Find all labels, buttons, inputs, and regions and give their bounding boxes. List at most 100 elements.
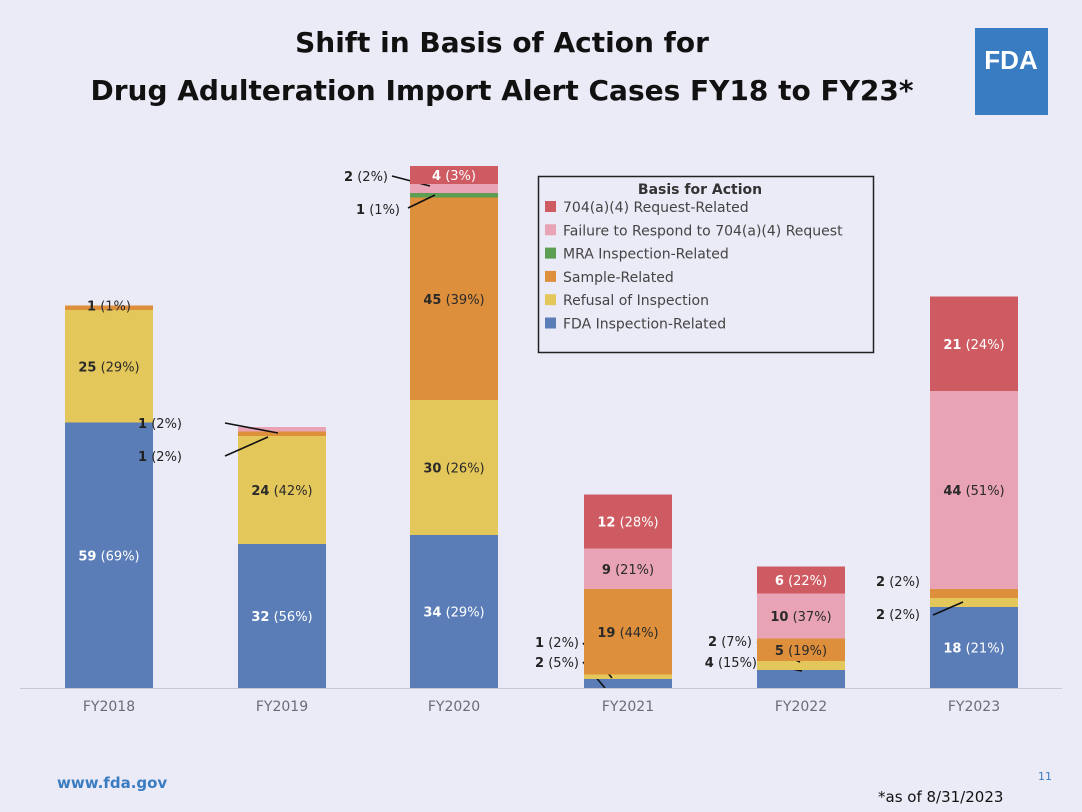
legend-item: Failure to Respond to 704(a)(4) Request [545, 223, 843, 239]
leader-line [224, 436, 269, 457]
data-label: 6 (22%) [775, 574, 827, 589]
data-label: 21 (24%) [943, 338, 1004, 353]
footnote: *as of 8/31/2023 [878, 788, 1003, 806]
bar-segment [65, 422, 153, 688]
value-count: 30 [423, 462, 441, 477]
value-count: 21 [943, 338, 961, 353]
data-label: 59 (69%) [78, 549, 139, 564]
legend-swatch [545, 270, 556, 282]
x-tick-label: FY2021 [602, 699, 654, 715]
bar-segment [410, 184, 498, 193]
value-pct: (44%) [615, 626, 658, 641]
data-label: 1 (2%) [138, 417, 182, 432]
value-count: 59 [78, 549, 96, 564]
value-pct: (51%) [961, 484, 1004, 499]
value-pct: (56%) [269, 610, 312, 625]
value-count: 12 [597, 516, 615, 531]
data-label: 32 (56%) [251, 610, 312, 625]
data-label: 2 (2%) [876, 575, 920, 590]
value-pct: (2%) [147, 450, 182, 465]
legend-label: Refusal of Inspection [563, 293, 709, 309]
value-pct: (26%) [441, 462, 484, 477]
value-count: 4 [432, 169, 441, 184]
bar-stack-FY2019: 32 (56%)24 (42%)1 (2%)1 (2%) [138, 417, 326, 688]
value-count: 9 [602, 563, 611, 578]
value-count: 1 [356, 203, 365, 218]
value-count: 2 [708, 635, 717, 650]
data-label: 2 (5%) [535, 656, 579, 671]
title-line-2: Drug Adulteration Import Alert Cases FY1… [90, 74, 913, 107]
bar-segment [410, 400, 498, 535]
legend-title: Basis for Action [638, 182, 762, 198]
value-count: 19 [597, 626, 615, 641]
value-pct: (69%) [96, 549, 139, 564]
value-pct: (29%) [96, 360, 139, 375]
data-label: 10 (37%) [770, 610, 831, 625]
data-label: 45 (39%) [423, 293, 484, 308]
bar-segment [930, 589, 1018, 598]
page-number: 11 [1038, 770, 1052, 783]
bar-segment [65, 305, 153, 310]
value-count: 2 [344, 170, 353, 185]
bar-stack-FY2020: 34 (29%) 30 (26%) 45 (39%) 1 (1%) 2 (2%) 4 (3… [344, 166, 498, 688]
bar-segment [930, 296, 1018, 391]
data-label: 2 (7%) [708, 635, 752, 650]
data-label: 4 (3%) [432, 169, 476, 184]
legend: Basis for Action 704(a)(4) Request-Relat… [537, 175, 875, 354]
value-pct: (42%) [269, 484, 312, 499]
value-count: 5 [775, 644, 784, 659]
value-pct: (2%) [147, 417, 182, 432]
data-label: 5 (19%) [775, 644, 827, 659]
value-count: 45 [423, 293, 441, 308]
bar-segment [238, 431, 326, 436]
value-count: 18 [943, 642, 961, 657]
value-count: 1 [138, 450, 147, 465]
value-pct: (2%) [885, 608, 920, 623]
bar-segment [584, 679, 672, 688]
bar-segment [410, 166, 498, 184]
legend-item: Refusal of Inspection [545, 293, 709, 309]
legend-swatch [545, 224, 556, 236]
bar-stack-FY2022: 4 (15%) 2 (7%) 5 (19%) 10 (37%) 6 (22%) [705, 566, 845, 688]
legend-label: MRA Inspection-Related [563, 247, 729, 263]
value-pct: (2%) [885, 575, 920, 590]
data-label: 1 (1%) [87, 300, 131, 315]
data-label: 24 (42%) [251, 484, 312, 499]
leader-line [932, 601, 964, 616]
value-pct: (21%) [961, 642, 1004, 657]
title-line-1: Shift in Basis of Action for [295, 26, 709, 59]
bar-segment [410, 193, 498, 198]
x-tick-label: FY2020 [428, 699, 480, 715]
value-pct: (29%) [441, 606, 484, 621]
data-label: 9 (21%) [602, 563, 654, 578]
x-tick-label: FY2018 [83, 699, 135, 715]
legend-label: 704(a)(4) Request-Related [563, 200, 749, 216]
value-count: 2 [876, 608, 885, 623]
value-pct: (22%) [784, 574, 827, 589]
value-count: 1 [87, 300, 96, 315]
value-pct: (1%) [96, 300, 131, 315]
value-pct: (19%) [784, 644, 827, 659]
bar-segment [584, 589, 672, 675]
value-count: 10 [770, 610, 788, 625]
legend-swatch [545, 294, 556, 306]
bar-stack-FY2018: 59 (69%) 25 (29%) 1 (1%) [65, 300, 153, 688]
data-label: 2 (2%) [876, 608, 920, 623]
value-pct: (1%) [365, 203, 400, 218]
value-pct: (37%) [788, 610, 831, 625]
website-link[interactable]: www.fda.gov [57, 774, 167, 792]
value-pct: (15%) [714, 656, 757, 671]
x-tick-label: FY2022 [775, 699, 827, 715]
legend-item: FDA Inspection-Related [545, 317, 726, 333]
bar-segment [238, 544, 326, 688]
bar-stack-FY2021: 2 (5%)1 (2%)19 (44%)9 (21%)12 (28%) [535, 494, 672, 689]
legend-label: Failure to Respond to 704(a)(4) Request [563, 223, 843, 239]
data-label: 44 (51%) [943, 484, 1004, 499]
bar-segment [238, 427, 326, 432]
value-pct: (2%) [544, 636, 579, 651]
fda-logo: FDA [975, 28, 1048, 115]
legend-swatch [545, 317, 556, 329]
data-label: 25 (29%) [78, 360, 139, 375]
legend-item: Sample-Related [545, 270, 674, 286]
